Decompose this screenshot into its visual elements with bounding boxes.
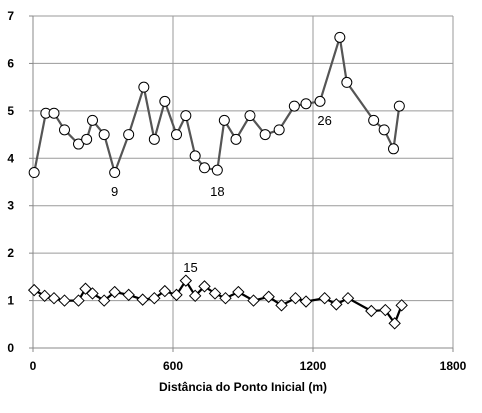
annotation-layer: 9 18 26 15 bbox=[111, 113, 332, 275]
series-2-point bbox=[330, 298, 343, 311]
series-1-point bbox=[273, 124, 285, 136]
series-2-point bbox=[275, 299, 288, 312]
series-1-line bbox=[33, 36, 401, 174]
series-2-point bbox=[47, 291, 61, 305]
point-annotation: 26 bbox=[317, 113, 331, 128]
y-tick-label: 6 bbox=[7, 56, 14, 70]
series-1-point bbox=[259, 129, 271, 141]
series-2-point bbox=[158, 284, 172, 298]
series-1-point bbox=[334, 31, 346, 43]
series-2-point bbox=[97, 294, 111, 307]
point-annotation: 9 bbox=[111, 184, 118, 199]
series-2-point bbox=[299, 295, 313, 308]
series-2-point bbox=[232, 285, 245, 299]
series-2-point bbox=[79, 282, 92, 295]
series-1-point bbox=[388, 143, 399, 155]
series-1-point bbox=[378, 124, 390, 136]
series-1-point bbox=[218, 114, 230, 126]
series-1-point bbox=[138, 81, 150, 93]
series-2-point bbox=[58, 294, 71, 307]
y-tick-label: 3 bbox=[7, 199, 14, 213]
series-2-point bbox=[108, 285, 121, 299]
series-1-point bbox=[109, 167, 121, 179]
series-1-point bbox=[48, 107, 60, 119]
series-1-point bbox=[368, 114, 380, 126]
series-1-point bbox=[73, 138, 84, 150]
point-annotation: 15 bbox=[183, 260, 197, 275]
series-1-point bbox=[98, 129, 110, 141]
y-tick-label: 1 bbox=[7, 294, 14, 308]
y-tick-label: 2 bbox=[7, 246, 14, 260]
series-2-point bbox=[122, 288, 135, 302]
series-2-point bbox=[379, 303, 392, 317]
series-1-point bbox=[87, 114, 98, 126]
series-2-point bbox=[148, 291, 161, 305]
y-tick-label: 5 bbox=[7, 104, 14, 118]
series-2-point bbox=[341, 291, 355, 305]
series-1-point bbox=[148, 133, 160, 145]
series-1-point bbox=[211, 164, 223, 176]
series-2-point bbox=[179, 274, 193, 287]
series-1-point bbox=[28, 167, 40, 179]
series-2-point bbox=[289, 291, 302, 305]
series-1-point bbox=[59, 124, 70, 136]
series-2-point bbox=[136, 293, 149, 306]
series-1-point bbox=[300, 98, 312, 110]
y-tick-label: 0 bbox=[7, 341, 14, 355]
series-2-point bbox=[388, 317, 401, 330]
point-annotation: 18 bbox=[210, 184, 224, 199]
x-tick-label: 0 bbox=[30, 359, 37, 373]
x-axis-title: Distância do Ponto Inicial (m) bbox=[159, 380, 327, 394]
x-tick-label: 1200 bbox=[300, 359, 327, 373]
series-2-point bbox=[72, 294, 85, 307]
series-2-point bbox=[188, 289, 202, 303]
series-1-point bbox=[189, 150, 201, 162]
series-2-point bbox=[208, 287, 222, 300]
series-2-point bbox=[395, 299, 408, 312]
series-2-point bbox=[247, 294, 260, 307]
series-1-point bbox=[314, 95, 326, 107]
series-2-point bbox=[262, 290, 275, 303]
series-1-point bbox=[171, 129, 182, 141]
series-2-point bbox=[219, 291, 232, 305]
series-1-point bbox=[393, 100, 405, 112]
y-tick-label: 7 bbox=[7, 9, 14, 23]
series-1-point bbox=[81, 133, 93, 145]
series-2-point bbox=[27, 283, 41, 297]
series-2-point bbox=[170, 288, 183, 302]
y-tick-label: 4 bbox=[7, 151, 14, 165]
series-2-point bbox=[38, 289, 51, 303]
series-2-point bbox=[198, 280, 211, 293]
series-1-point bbox=[199, 162, 210, 174]
axis-layer: 0 1 2 3 4 5 6 7 0 600 1200 1800 bbox=[7, 9, 466, 373]
series-2-point bbox=[365, 304, 378, 318]
series-layer bbox=[27, 31, 408, 330]
series-1-point bbox=[180, 110, 192, 122]
x-tick-label: 1800 bbox=[440, 359, 467, 373]
series-2-point bbox=[318, 291, 331, 305]
series-1-point bbox=[288, 100, 300, 112]
series-1-point bbox=[123, 129, 135, 141]
series-2-point bbox=[86, 287, 99, 300]
series-1-point bbox=[244, 110, 256, 122]
x-tick-label: 600 bbox=[163, 359, 183, 373]
series-1-point bbox=[230, 133, 242, 145]
grid-layer bbox=[33, 15, 454, 348]
series-1-point bbox=[159, 95, 171, 107]
series-1-point bbox=[341, 76, 353, 88]
